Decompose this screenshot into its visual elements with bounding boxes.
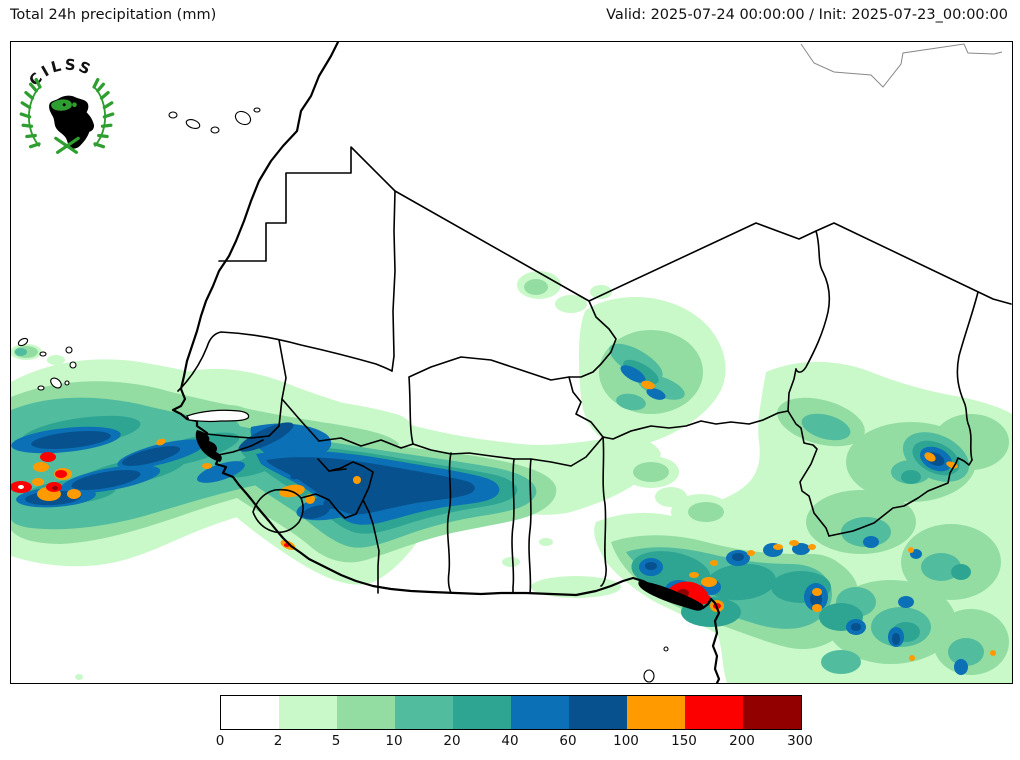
- colorbar-tick-label: 10: [385, 733, 403, 749]
- colorbar-segment: [395, 696, 453, 729]
- logo-text: CILSS: [25, 55, 95, 89]
- map-frame: CILSS: [10, 41, 1013, 684]
- colorbar-tick-label: 0: [215, 733, 225, 749]
- colorbar-ticks: 0 2 5 10 20 40 60 100 150 200 300: [216, 733, 813, 753]
- colorbar-segment: [743, 696, 801, 729]
- colorbar-tick-label: 20: [443, 733, 461, 749]
- colorbar-tick-label: 2: [273, 733, 283, 749]
- colorbar-tick-label: 200: [729, 733, 755, 749]
- colorbar-segment: [279, 696, 337, 729]
- colorbar: [220, 695, 802, 730]
- gambia-river: [186, 409, 250, 423]
- colorbar-segment: [337, 696, 395, 729]
- colorbar-segment: [685, 696, 743, 729]
- page-title: Total 24h precipitation (mm): [10, 7, 217, 23]
- laurel-wreath-icon: [19, 77, 115, 154]
- colorbar-tick-label: 5: [331, 733, 341, 749]
- cilss-logo: CILSS: [19, 55, 115, 154]
- colorbar-tick-label: 40: [501, 733, 519, 749]
- colorbar-segment: [511, 696, 569, 729]
- precipitation-map: CILSS: [11, 42, 1012, 683]
- colorbar-segment: [453, 696, 511, 729]
- precip-white-core: [18, 485, 24, 489]
- colorbar-segment: [221, 696, 279, 729]
- colorbar-tick-label: 100: [613, 733, 639, 749]
- algeria-libya-border: [800, 43, 1003, 88]
- islands: [17, 107, 669, 683]
- valid-init-label: Valid: 2025-07-24 00:00:00 / Init: 2025-…: [606, 7, 1008, 23]
- colorbar-segment: [627, 696, 685, 729]
- coastal-mangrove-fill: [195, 430, 704, 611]
- country-borders: [177, 146, 1012, 594]
- colorbar-segment: [569, 696, 627, 729]
- africa-icon: [49, 95, 95, 149]
- colorbar-tick-label: 150: [671, 733, 697, 749]
- colorbar-tick-label: 60: [559, 733, 577, 749]
- colorbar-tick-label: 300: [787, 733, 813, 749]
